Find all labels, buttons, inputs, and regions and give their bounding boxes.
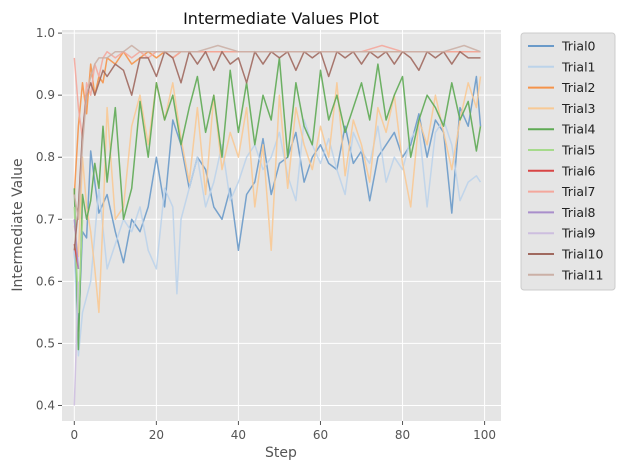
x-tick-label: 80	[395, 428, 410, 442]
series-line-trial10	[73, 50, 481, 251]
series-line-trial0	[73, 75, 482, 332]
legend-label-trial0: Trial0	[561, 39, 596, 54]
chart-title: Intermediate Values Plot	[183, 9, 379, 28]
y-tick-label: 0.8	[36, 150, 55, 164]
legend-label-trial8: Trial8	[561, 205, 596, 220]
legend-label-trial5: Trial5	[561, 143, 596, 158]
x-tick-label: 0	[70, 428, 78, 442]
legend-label-trial7: Trial7	[561, 184, 596, 199]
y-tick-label: 0.7	[36, 212, 55, 226]
x-axis-label: Step	[265, 445, 297, 461]
series-line-trial9	[73, 281, 80, 406]
legend-label-trial9: Trial9	[561, 226, 596, 241]
x-axis-ticks: 0 20 40 60 80 100	[70, 421, 496, 442]
legend: Trial0 Trial1 Trial2 Trial3 Trial4 Trial5 Tria…	[520, 32, 616, 291]
series-line-trial8	[73, 219, 80, 269]
legend-box	[520, 32, 616, 291]
y-axis-label: Intermediate Value	[10, 158, 26, 291]
x-tick-label: 100	[473, 428, 496, 442]
legend-label-trial4: Trial4	[561, 122, 596, 137]
series-line-trial1	[73, 119, 482, 357]
legend-label-trial3: Trial3	[561, 101, 596, 116]
y-tick-label: 0.5	[36, 336, 55, 350]
y-tick-label: 0.4	[36, 398, 55, 412]
legend-label-trial6: Trial6	[561, 163, 596, 178]
y-axis-ticks: 0.4 0.5 0.6 0.7 0.8 0.9 1.0	[36, 26, 62, 412]
series-line-trial11	[73, 44, 481, 221]
x-tick-label: 40	[231, 428, 246, 442]
legend-label-trial10: Trial10	[561, 247, 603, 262]
y-tick-label: 0.6	[36, 274, 55, 288]
legend-label-trial2: Trial2	[561, 80, 596, 95]
x-tick-label: 60	[313, 428, 328, 442]
y-tick-label: 1.0	[36, 26, 55, 40]
series-line-trial3	[73, 76, 482, 314]
series-line-trial4	[73, 57, 482, 351]
legend-label-trial11: Trial11	[561, 267, 603, 282]
series-lines	[73, 44, 482, 406]
y-tick-label: 0.9	[36, 88, 55, 102]
x-tick-label: 20	[149, 428, 164, 442]
legend-label-trial1: Trial1	[561, 59, 596, 74]
